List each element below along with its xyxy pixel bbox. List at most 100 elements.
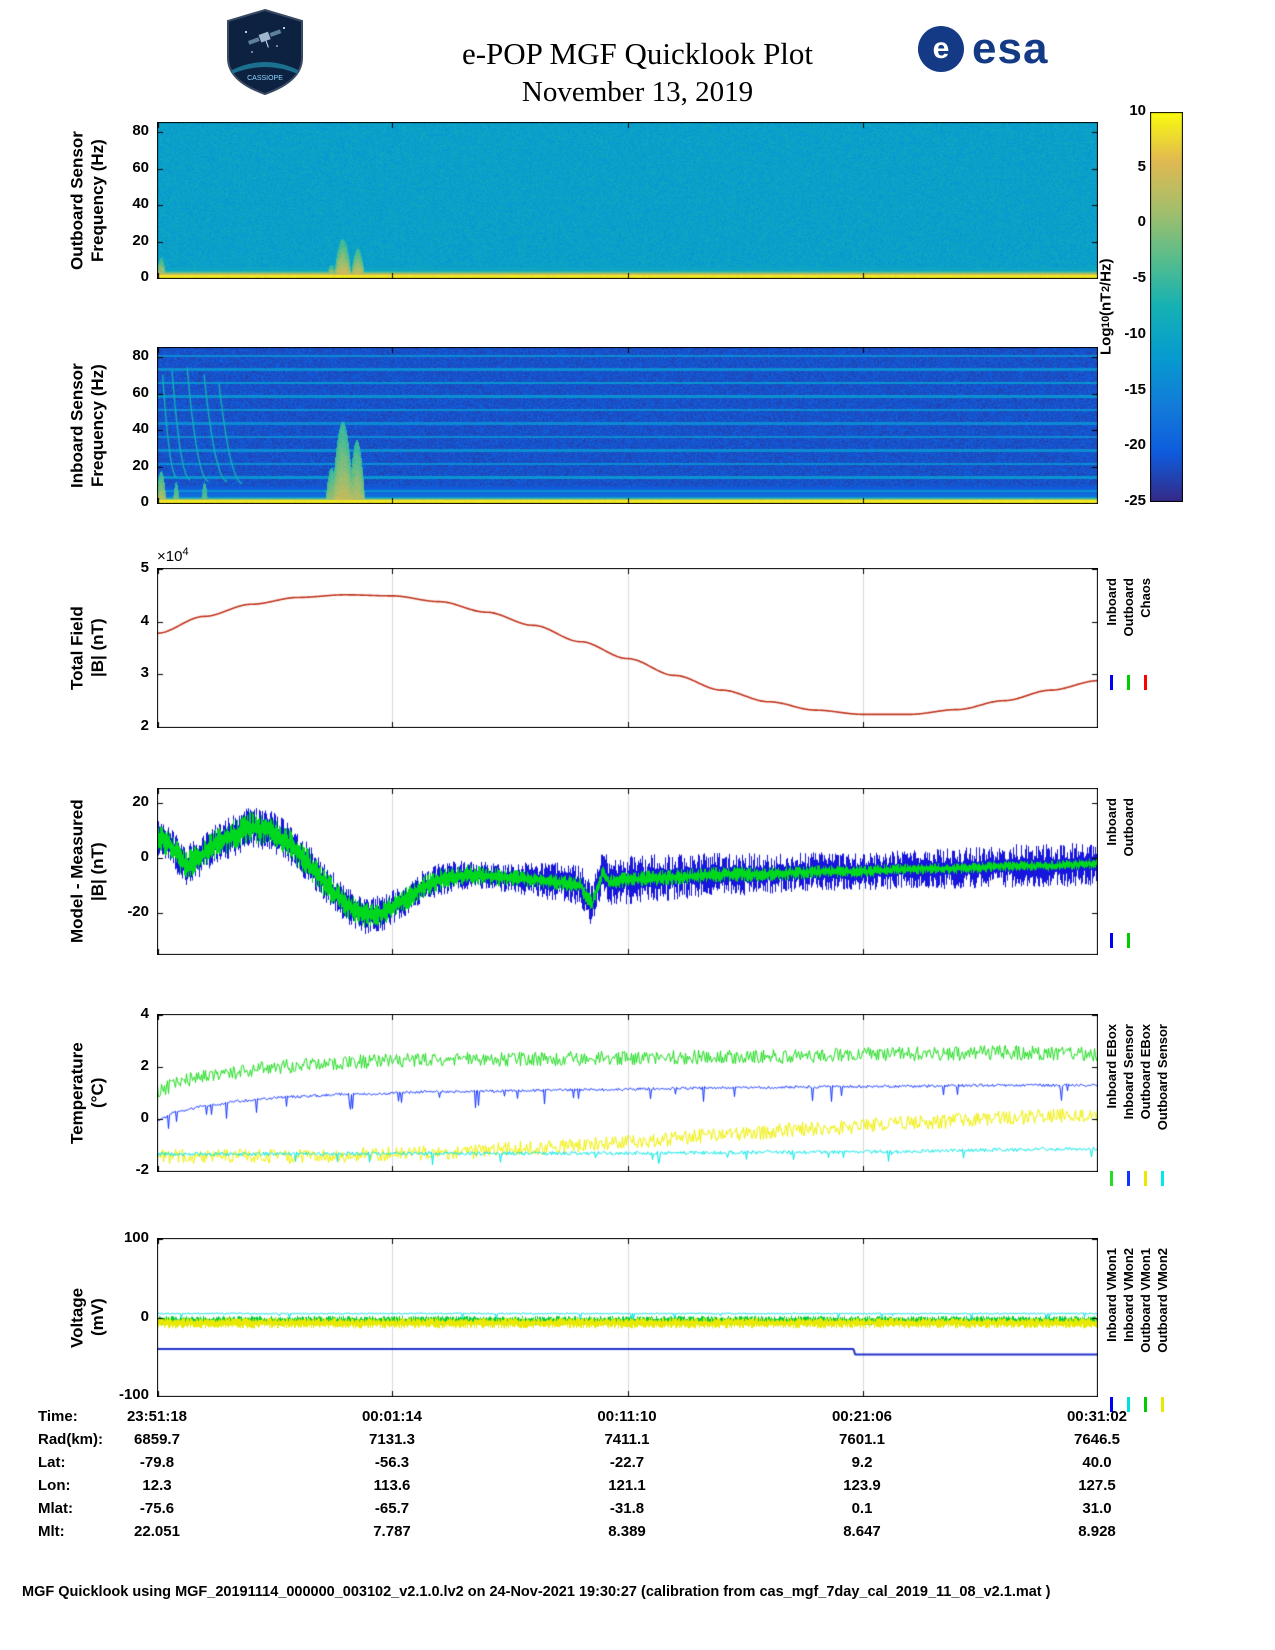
ephemeris-value: -31.8 [609,1500,645,1517]
ephemeris-value: 8.389 [608,1523,646,1540]
ephemeris-value: 7601.1 [839,1431,885,1448]
legend-label: Inboard EBox [1103,1024,1119,1109]
y-axis-ticks: 0 20 40 60 80 [101,347,149,510]
y-tick-label: 5 [140,559,149,576]
ephemeris-value: 8.928 [1078,1523,1116,1540]
voltage-canvas [157,1238,1098,1397]
model-measured-panel: Model - Measured |B| (nT) -20 0 20 Inboard… [68,788,1136,955]
colorbar-tick-label: -20 [1124,436,1146,454]
temperature-canvas [157,1014,1098,1172]
y-tick-label: -2 [135,1161,149,1178]
y-tick-label: 0 [140,1307,149,1325]
colorbar-tick-label: 10 [1129,102,1146,119]
ephemeris-value: 7411.1 [604,1431,650,1448]
ephemeris-value: 127.5 [1078,1477,1116,1494]
y-tick-label: 0 [140,1109,149,1126]
esa-emblem-letter: e [932,32,950,65]
colorbar-tick-label: -25 [1124,492,1146,509]
ephemeris-value: -22.7 [609,1454,645,1471]
y-tick-label: 80 [132,122,149,140]
ephemeris-row-time: Time: 23:51:18 00:01:14 00:11:10 00:21:06 00:… [0,1408,1275,1431]
ephemeris-value: 7646.5 [1074,1431,1120,1448]
voltage-panel: Voltage (mV) -100 0 100 Inboard VMon1 Inboa… [68,1229,1170,1412]
ephemeris-value: 22.051 [134,1523,180,1540]
legend-entry: Inboard [1103,578,1119,690]
ephemeris-value: 00:31:02 [1066,1408,1128,1425]
colorbar-gradient [1150,112,1183,502]
y-tick-label: 3 [140,664,149,682]
legend-entry: Outboard VMon2 [1154,1248,1170,1412]
legend-label: Inboard VMon1 [1103,1248,1119,1342]
legend-label: Outboard Sensor [1154,1024,1170,1131]
ephemeris-value: 7.787 [373,1523,411,1540]
ephemeris-row-radkm: Rad(km): 6859.7 7131.3 7411.1 7601.1 7646.5 [0,1431,1275,1454]
ephemeris-value: 00:01:14 [361,1408,423,1425]
ephemeris-row-label: Rad(km): [38,1431,104,1448]
colorbar [1150,112,1183,507]
colorbar-tick-label: -5 [1132,269,1146,287]
y-axis-ticks: -100 0 100 [101,1229,149,1403]
outboard-spectrogram-panel: Outboard Sensor Frequency (Hz) 0 20 40 60 80 [68,122,1098,285]
legend-label: Outboard VMon2 [1154,1248,1170,1353]
ephemeris-row-label: Mlat: [38,1500,73,1517]
footer-caption: MGF Quicklook using MGF_20191114_000000_… [22,1584,1051,1600]
y-tick-label: 20 [132,792,149,810]
ephemeris-value: 00:21:06 [831,1408,893,1425]
legend-color-mark [1109,1171,1113,1186]
legend-entry: Outboard VMon1 [1138,1248,1153,1412]
colorbar-tick-label: 5 [1137,157,1146,175]
ephemeris-value: 00:11:10 [597,1408,657,1425]
legend-label: Inboard VMon2 [1120,1248,1136,1342]
legend-entry: Chaos [1137,578,1153,690]
colorbar-tick-label: -15 [1124,380,1146,398]
ephemeris-value: 113.6 [373,1477,411,1494]
y-axis-ticks: -20 0 20 [101,788,149,955]
ephemeris-row-mlt: Mlt: 22.051 7.787 8.389 8.647 8.928 [0,1523,1275,1546]
y-tick-label: 4 [140,1005,149,1022]
ephemeris-table: Time: 23:51:18 00:01:14 00:11:10 00:21:06 00:… [0,1408,1275,1553]
colorbar-tick-label: 0 [1137,213,1146,231]
ephemeris-value: -65.7 [374,1500,410,1517]
legend-color-mark [1160,1397,1164,1412]
temperature-panel: Temperature (°C) -2 0 2 4 Inboard EBox Inboa… [68,1005,1170,1186]
ephemeris-row-lat: Lat: -79.8 -56.3 -22.7 9.2 40.0 [0,1454,1275,1477]
ephemeris-value: 8.647 [843,1523,881,1540]
y-tick-label: 2 [140,1057,149,1074]
y-tick-label: 0 [140,268,149,285]
y-axis-ticks: 2 3 4 5 [101,559,149,734]
legend-color-mark [1126,933,1130,948]
legend-label: Chaos [1137,578,1153,618]
legend-entry: Outboard EBox [1138,1024,1153,1186]
patch-earth-arc [232,62,298,74]
legend-label: Inboard [1103,578,1119,626]
ephemeris-row-label: Lat: [38,1454,66,1471]
ephemeris-value: -79.8 [139,1454,175,1471]
legend-color-mark [1143,1171,1147,1186]
y-tick-label: 0 [140,493,149,510]
y-tick-label: -20 [127,902,149,920]
y-tick-label: 20 [132,231,149,249]
ephemeris-row-mlat: Mlat: -75.6 -65.7 -31.8 0.1 31.0 [0,1500,1275,1523]
temperature-legend: Inboard EBox Inboard Sensor Outboard EBox O… [1103,1024,1170,1186]
ephemeris-value: -56.3 [374,1454,410,1471]
legend-entry: Inboard VMon1 [1103,1248,1119,1412]
legend-label: Outboard [1120,798,1136,857]
ephemeris-value: 9.2 [851,1454,873,1471]
esa-logotype: esa [972,24,1049,73]
page-date: November 13, 2019 [521,76,754,108]
legend-entry: Inboard [1104,798,1119,948]
y-tick-label: -100 [118,1386,149,1403]
y-tick-label: 40 [132,195,149,213]
outboard-spectrogram-canvas [157,122,1098,279]
legend-color-mark [1109,675,1113,690]
y-tick-label: 40 [132,420,149,438]
y-axis-ticks: 0 20 40 60 80 [101,122,149,285]
patch-shield [227,8,303,96]
ephemeris-row-label: Time: [38,1408,78,1425]
cassiope-mission-patch: CASSIOPE [227,8,303,96]
legend-entry: Inboard Sensor [1121,1024,1136,1186]
patch-mission-name: CASSIOPE [247,75,283,82]
legend-entry: Inboard VMon2 [1120,1248,1136,1412]
